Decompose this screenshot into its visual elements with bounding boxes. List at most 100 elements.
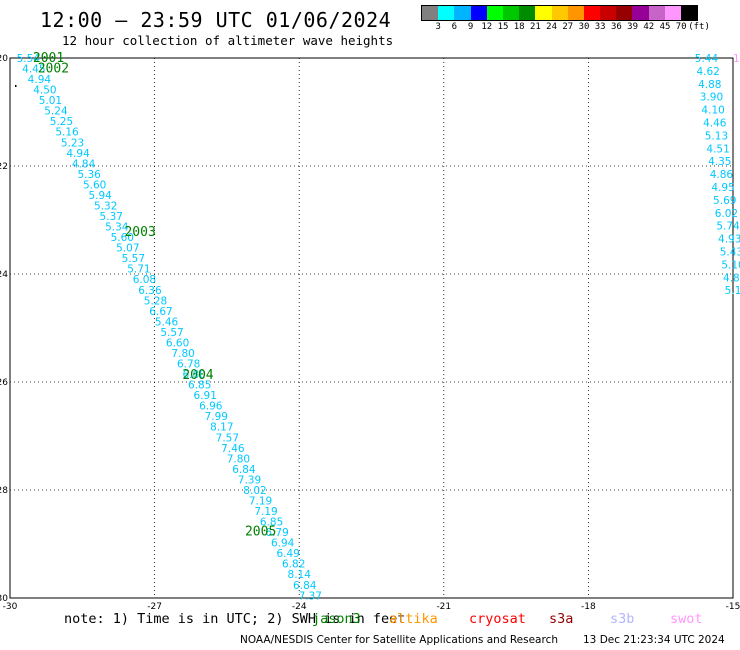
track-value: 6.78 [177,359,200,371]
legend-swatch [600,6,617,20]
legend-labels: 3 6 9 12 15 18 21 24 27 30 33 36 39 42 45 70 (ft) [421,21,709,33]
legend-swatch [567,6,584,20]
track-value: 6.08 [133,274,156,286]
track-value: 4.94 [28,74,52,86]
legend-swatch [632,6,649,20]
legend-label: 42 [643,22,655,32]
satellite-s3b: s3b [610,611,635,627]
track-value: 6.36 [138,285,162,297]
track-value: 7.46 [221,443,245,455]
track-value: 7.80 [227,453,250,465]
track-value: 4.62 [696,66,719,78]
lat-tick-label: -22 [0,162,8,172]
legend-swatch [535,6,552,20]
track-value: 4.88 [698,79,721,91]
track-value: 4.85 [723,272,740,284]
track-value: 5.43 [720,247,740,259]
time-label: 2003 [124,225,155,240]
legend-unit: (ft) [688,22,710,32]
legend-label: 39 [627,22,639,32]
track-value: 5.60 [83,179,106,191]
legend-label: 12 [481,22,493,32]
time-label: 2001 [33,51,64,66]
track-value: 6.84 [232,464,256,476]
track-value: 5.57 [122,253,145,265]
track-value: 5.28 [144,295,167,307]
map-dot [15,85,17,87]
legend-swatch [519,6,536,20]
satellite-jason3: jason3 [312,611,361,627]
color-legend: 3 6 9 12 15 18 21 24 27 30 33 36 39 42 45 70 (ft) [421,5,710,33]
track-value: 6.67 [149,306,172,318]
track-value: 5.16 [55,127,79,139]
legend-label: 3 [435,22,441,32]
track-value: 5.94 [88,190,112,202]
time-label: 2004 [182,368,213,383]
legend-swatches [421,5,699,21]
legend-swatch [664,6,681,20]
track-value: 6.96 [199,401,223,413]
track-value: 6.02 [715,208,738,220]
track-value: 5.12 [725,285,740,297]
track-value: 4.95 [711,182,734,194]
page-subtitle: 12 hour collection of altimeter wave hei… [62,33,394,48]
track-value: 5.69 [713,195,736,207]
track-value: 6.94 [271,538,295,550]
track-value: 6.79 [265,527,288,539]
track-value: 5.44 [695,53,719,65]
lon-tick-label: -27 [147,602,162,612]
lat-tick-label: -20 [0,54,8,64]
track-value: 4.51 [706,143,729,155]
lon-tick-label: -24 [292,602,307,612]
track-value: 5.01 [39,95,62,107]
track-value: 8.17 [210,422,233,434]
legend-swatch [583,6,601,20]
track-value: 5.10 [721,259,740,271]
track-value: 5.54 [17,53,41,65]
legend-label: 45 [659,22,671,32]
track-value: 7.57 [216,432,239,444]
track-value: 6.80 [182,369,205,381]
lat-tick-label: -26 [0,378,8,388]
track-value: 6.85 [188,380,211,392]
track-value: 7.19 [254,506,277,518]
track-value: 6.85 [260,517,283,529]
legend-swatch [681,6,698,20]
track-value: 6.82 [282,559,305,571]
track-value: 4.46 [703,118,727,130]
track-value: 3.90 [700,92,723,104]
legend-label: 24 [546,22,558,32]
legend-label: 21 [529,22,541,32]
track-value: 5.13 [705,130,728,142]
track-value: 5.07 [116,243,139,255]
track-value: 7.37 [299,590,322,602]
lat-tick-label: -24 [0,270,8,280]
legend-label: 36 [610,22,622,32]
credit-text: NOAA/NESDIS Center for Satellite Applica… [240,634,558,646]
legend-swatch [486,6,503,20]
track-value: 5.32 [94,200,117,212]
page-title: 12:00 — 23:59 UTC 01/06/2024 [40,8,392,32]
track-value: 5.74 [716,221,740,233]
map-frame [9,57,734,599]
track-value: 5.37 [100,211,123,223]
time-label: 2005 [245,525,276,540]
footnote: note: 1) Time is in UTC; 2) SWH is in fe… [64,611,406,627]
track-value: 4.35 [708,156,731,168]
track-edge-label: 1 [733,53,740,65]
legend-label: 9 [467,22,474,32]
satellite-s3a: s3a [549,611,574,627]
track-value: 6.91 [194,390,217,402]
satellite-altika: altika [389,611,438,627]
legend-label: 27 [562,22,574,32]
satellite-swot: swot [670,611,703,627]
lon-tick-label: -21 [436,602,451,612]
lon-tick-label: -30 [3,602,18,612]
track-value: 6.84 [293,580,317,592]
track-value: 4.86 [710,169,734,181]
track-value: 6.49 [276,548,299,560]
legend-label: 33 [594,22,606,32]
track-value: 4.45 [22,64,45,76]
lon-tick-label: -15 [726,602,740,612]
